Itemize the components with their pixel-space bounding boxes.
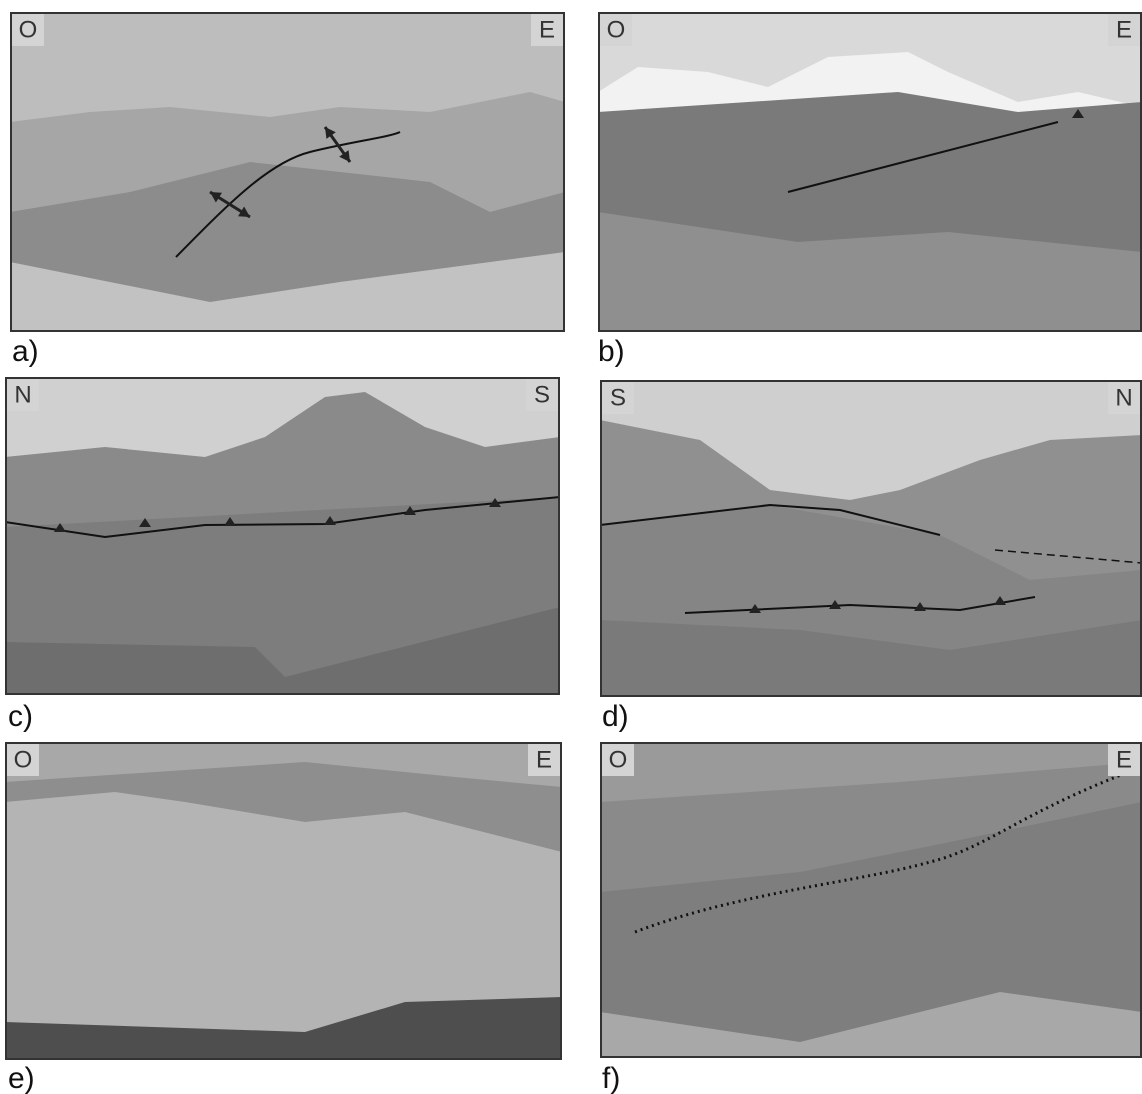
direction-right: E [1116, 16, 1132, 43]
panel-label: a) [12, 335, 39, 369]
direction-left: S [610, 384, 626, 411]
figure: OEa)OEb)NSc)SNd)OEe)OEf) [0, 0, 1142, 1094]
panel-label: e) [8, 1062, 35, 1094]
direction-left: O [607, 16, 626, 43]
direction-left: O [14, 746, 33, 773]
panel-label: c) [8, 700, 33, 734]
panel-label: f) [602, 1062, 620, 1094]
direction-left: O [19, 16, 38, 43]
direction-right: E [1116, 746, 1132, 773]
direction-right: E [539, 16, 555, 43]
direction-left: N [14, 381, 31, 408]
direction-right: N [1115, 384, 1132, 411]
direction-left: O [609, 746, 628, 773]
panel-label: d) [602, 700, 629, 734]
direction-right: S [534, 381, 550, 408]
panel-label: b) [598, 335, 625, 369]
direction-right: E [536, 746, 552, 773]
